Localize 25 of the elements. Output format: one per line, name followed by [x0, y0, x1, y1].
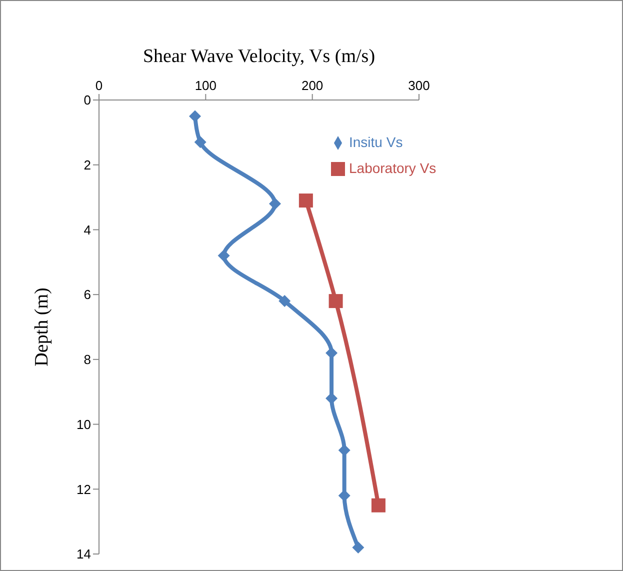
x-tick-label: 100 [194, 78, 217, 93]
point [189, 110, 201, 122]
y-tick-label: 12 [76, 482, 91, 497]
point [352, 542, 364, 554]
legend-label: Laboratory Vs [349, 160, 436, 176]
y-axis-title: Depth (m) [32, 288, 53, 366]
point [194, 136, 206, 148]
point [298, 194, 313, 208]
y-tick-label: 14 [76, 546, 91, 562]
legend-label: Insitu Vs [349, 134, 403, 150]
x-axis-title: Shear Wave Velocity, Vs (m/s) [142, 46, 376, 67]
y-tick-label: 8 [84, 352, 91, 368]
point [218, 250, 230, 262]
x-tick-label: 200 [301, 78, 324, 93]
y-tick-label: 10 [76, 416, 91, 432]
point [269, 198, 281, 210]
point [328, 294, 343, 308]
y-tick-label: 6 [84, 287, 91, 302]
x-tick-label: 0 [95, 78, 103, 93]
point [278, 295, 291, 308]
y-tick-label: 4 [84, 222, 91, 238]
y-tick-label: 2 [84, 157, 91, 172]
point [371, 498, 386, 512]
x-tick-label: 300 [408, 78, 430, 93]
y-tick-label: 0 [84, 92, 91, 108]
